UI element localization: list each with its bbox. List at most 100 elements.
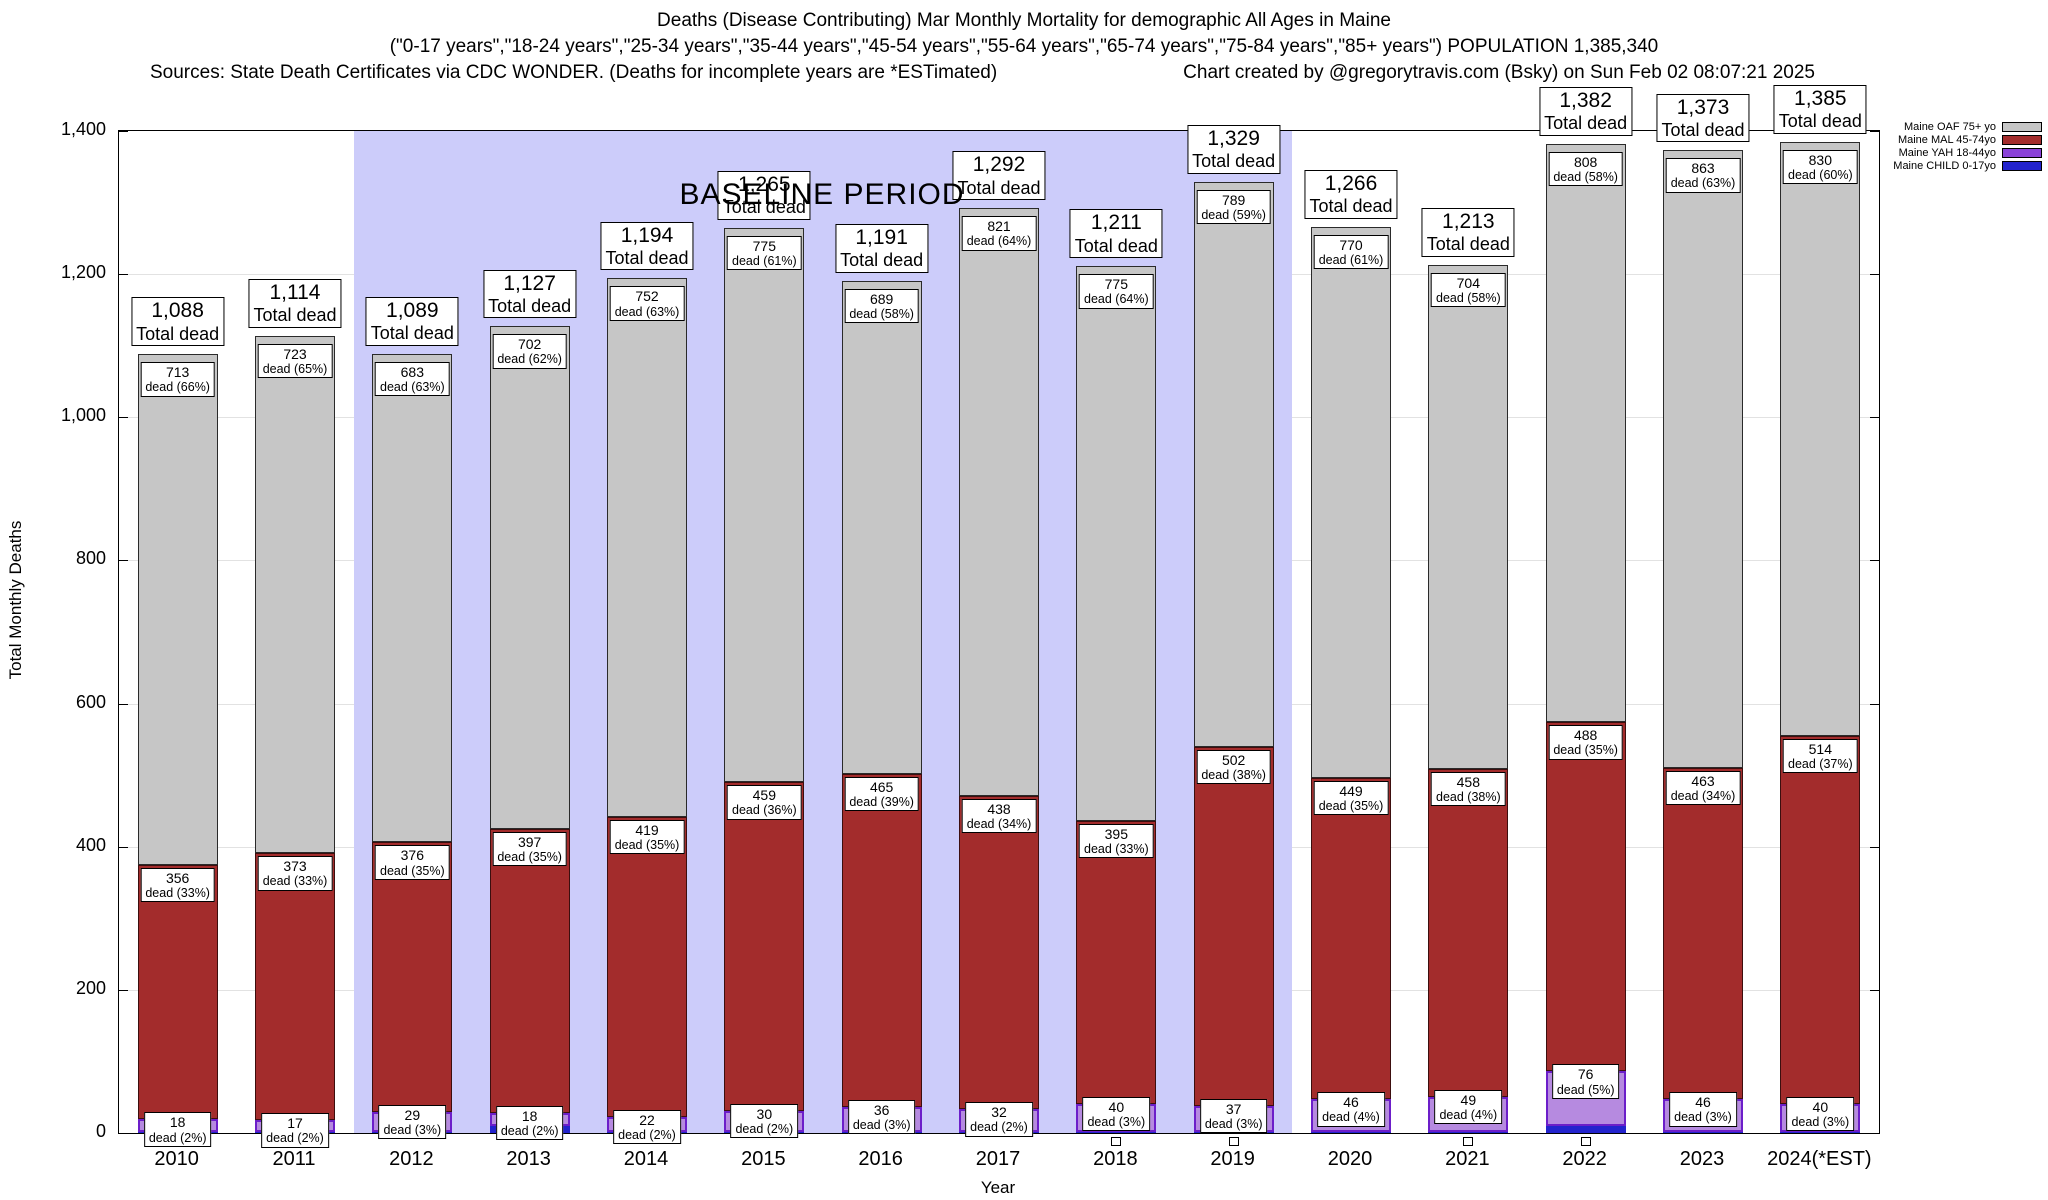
y-axis-title: Total Monthly Deaths [6,520,25,680]
yah-label: 22 dead (2%) [613,1109,681,1144]
mal-label: 488 dead (35%) [1548,725,1623,760]
oaf-label-sub: dead (58%) [1553,169,1618,184]
oaf-label-value: 775 [752,237,776,254]
yah-label: 46 dead (4%) [1317,1092,1385,1127]
total-label-value: 1,114 [269,280,321,304]
legend-label-mal: Maine MAL 45-74yo [1897,133,1996,146]
y-tick-mark-right [1870,1133,1879,1134]
segment-oaf [1311,226,1391,779]
y-tick-mark-right [1870,417,1879,419]
y-tick-mark-right [1870,274,1879,276]
yah-label-sub: dead (3%) [1204,1116,1263,1131]
total-label: 1,385 Total dead [1773,84,1867,134]
yah-label-value: 37 [1225,1100,1242,1117]
total-label-value: 1,127 [503,271,556,295]
total-label-sub: Total dead [370,322,454,343]
yah-label-sub: dead (3%) [1674,1110,1732,1125]
total-label-value: 1,266 [1324,172,1378,196]
oaf-label-sub: dead (66%) [145,380,210,395]
mal-label: 419 dead (35%) [609,819,685,855]
y-tick-mark-left [119,560,128,562]
yah-label-value: 18 [521,1107,538,1124]
oaf-label-sub: dead (63%) [614,304,680,319]
mal-label-value: 373 [283,858,307,875]
yah-label-sub: dead (3%) [1791,1114,1850,1129]
total-label-value: 1,089 [386,298,439,322]
bar-2013: 1,127 Total dead 702 dead (62%) 397 dead (35%… [483,269,577,1141]
segment-mal [1311,778,1391,1100]
y-tick-mark-left [119,989,128,991]
total-label-sub: Total dead [1661,119,1745,140]
segment-oaf [959,208,1039,796]
oaf-label-sub: dead (61%) [732,253,797,268]
mal-label-value: 514 [1808,740,1832,757]
y-tick-mark-left [119,274,128,276]
yah-label: 37 dead (3%) [1199,1098,1268,1134]
yah-label-value: 18 [169,1114,186,1131]
y-tick-mark-left [119,703,128,705]
legend-swatch-oaf [2002,121,2042,132]
chart-title: Deaths (Disease Contributing) Mar Monthl… [657,10,1391,31]
y-tick-label: 0 [95,1121,106,1141]
total-label: 1,213 Total dead [1421,208,1515,257]
yah-label: 76 dead (5%) [1551,1064,1620,1099]
bar-2015: 1,265 Total dead 775 dead (61%) 459 dead (36%… [717,170,811,1139]
mal-label-value: 502 [1221,751,1246,768]
yah-label-value: 17 [287,1115,303,1132]
legend-label-child: Maine CHILD 0-17yo [1893,159,1996,172]
oaf-label-value: 702 [517,336,542,353]
segment-oaf [1663,150,1743,768]
mal-label-sub: dead (35%) [614,837,680,852]
oaf-label-sub: dead (61%) [1318,253,1384,267]
x-tick-label: 2023 [1679,1148,1725,1170]
legend-item-yah: Maine YAH 18-44yo [1893,146,2042,159]
oaf-label-sub: dead (58%) [849,306,914,321]
total-label: 1,292 Total dead [952,151,1046,201]
bar-2020: 1,266 Total dead 770 dead (61%) 449 dead (35%… [1304,170,1398,1133]
total-label-sub: Total dead [1074,235,1158,256]
oaf-label-value: 723 [283,345,307,362]
y-tick-mark-left [119,1133,128,1134]
x-tick-label: 2010 [154,1148,199,1170]
oaf-label-value: 789 [1221,191,1246,208]
mal-label-sub: dead (37%) [1788,756,1853,771]
yah-label-sub: dead (5%) [1556,1082,1615,1097]
yah-label-value: 30 [756,1105,773,1122]
total-label-sub: Total dead [957,177,1041,198]
segment-oaf [1193,181,1274,747]
oaf-label: 704 dead (58%) [1431,272,1506,308]
mal-label-value: 438 [987,800,1011,817]
oaf-label: 830 dead (60%) [1783,149,1858,185]
legend-swatch-child [2002,160,2042,171]
mal-label-value: 465 [869,778,894,795]
segment-mal [959,795,1039,1110]
oaf-label-value: 821 [987,218,1011,235]
mal-label: 397 dead (35%) [492,831,567,867]
mal-label-sub: dead (33%) [1084,842,1149,857]
total-label-sub: Total dead [253,305,337,326]
oaf-label: 863 dead (63%) [1665,158,1741,193]
mal-label-sub: dead (35%) [1318,799,1384,814]
x-tick-label: 2014 [623,1148,669,1170]
oaf-label: 689 dead (58%) [844,288,919,324]
mal-label-value: 488 [1573,727,1598,744]
oaf-label-value: 775 [1104,276,1128,293]
oaf-label-value: 704 [1456,274,1480,291]
x-tick-label: 2018 [1093,1148,1138,1170]
mal-label-sub: dead (38%) [1201,767,1266,782]
oaf-label-value: 683 [400,363,424,380]
oaf-label: 770 dead (61%) [1313,234,1389,270]
y-tick-mark-left [119,417,128,419]
y-tick-label: 400 [75,834,106,855]
yah-label-sub: dead (2%) [148,1130,207,1145]
child-label-box [1463,1137,1474,1146]
segment-mal [372,842,453,1112]
mal-label: 459 dead (36%) [727,785,802,820]
legend-swatch-mal [2002,134,2042,145]
bar-2011: 1,114 Total dead 723 dead (65%) 373 dead (33%… [248,278,342,1148]
y-tick-mark-right [1870,703,1879,705]
total-label: 1,266 Total dead [1304,170,1398,219]
segment-mal [607,816,687,1117]
mal-label: 502 dead (38%) [1196,749,1271,784]
yah-label-sub: dead (2%) [266,1131,324,1146]
